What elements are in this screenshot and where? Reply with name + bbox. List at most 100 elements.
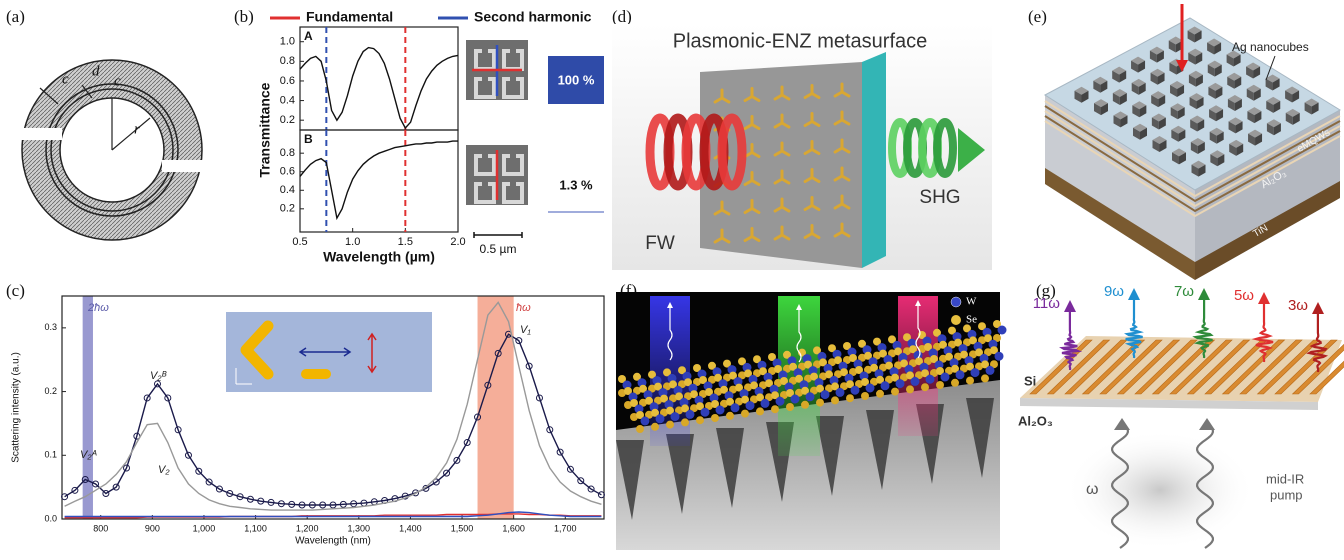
symbol: d [92,63,100,79]
se-atom [861,392,869,400]
efficiency-label: 100 % [558,72,595,87]
pulse-head [1258,292,1270,304]
y-tick-label: 0.3 [44,322,57,332]
legend-marker [951,297,961,307]
w-atom [656,414,665,423]
w-atom [806,392,815,401]
x-tick-label: 0.5 [292,236,307,248]
pump-frequency: ω [1086,481,1099,498]
panel-label: (a) [6,7,25,26]
pump-label: pump [1270,487,1303,502]
ring-drawing: c d c r [20,60,204,240]
x-tick-label: 1.0 [345,236,360,248]
panel-title: Plasmonic-ENZ metasurface [673,30,928,52]
y-tick-label: 0.6 [280,166,295,178]
w-atom [836,388,845,397]
y-tick-label: 0.2 [280,114,295,126]
w-atom [926,375,935,384]
band [83,296,93,519]
w-atom [896,379,905,388]
series-line [300,48,458,128]
x-tick-label: 1,000 [193,523,216,533]
x-tick-label: 1,100 [244,523,267,533]
w-atom [851,386,860,395]
w-atom [941,373,950,382]
se-atom [741,410,749,418]
se-atom [636,425,644,433]
y-tick-label: 1.0 [280,36,295,48]
panel-b-extras: 100 % 1.3 % 0.5 µm [466,40,604,256]
w-atom [641,417,650,426]
se-atom [801,401,809,409]
se-atom [756,407,764,415]
w-atom [998,326,1007,335]
w-atom [776,397,785,406]
se-atom [651,423,659,431]
x-tick-label: 1,700 [554,523,577,533]
pulse-head [1128,288,1140,300]
w-atom [761,399,770,408]
y-tick-label: 0.0 [44,513,57,523]
y-tick-label: 0.4 [280,94,295,106]
pump-head [1114,418,1130,430]
x-tick-label: 1,500 [451,523,474,533]
page: Composite figure {"chart_data": [ {"type… [0,0,1344,560]
panel-label: (c) [6,281,25,300]
x-axis-label: Wavelength (nm) [295,536,371,547]
figure: (a) (b) (c) (d) (e) (f) (g) c d c r 100 … [0,0,1344,560]
se-atom [666,421,674,429]
plot-frame [300,27,458,130]
w-atom [686,410,695,419]
legend-label: Fundamental [306,9,393,25]
y-axis-label: Scattering intensity (a.u.) [11,352,22,463]
harmonic-label: 11ω [1033,295,1061,312]
x-tick-label: 1,200 [296,523,319,533]
se-atom [786,403,794,411]
efficiency-label: 1.3 % [559,177,593,192]
pump-head [1199,418,1215,430]
panel-f: W Se [616,292,1007,550]
annotation: V₁ [520,324,531,336]
y-tick-label: 0.2 [280,203,295,215]
legend-label: Second harmonic [474,9,592,25]
panel-label: (e) [1028,7,1047,26]
w-atom [746,401,755,410]
legend-marker [951,315,961,325]
annotation: V₂ᴮ [150,370,168,382]
x-tick-label: 800 [93,523,108,533]
w-atom [986,366,995,375]
x-tick-label: 900 [145,523,160,533]
y-tick-label: 0.8 [280,55,295,67]
se-atom [816,399,824,407]
annotation: ħω [516,302,531,314]
beam-label: SHG [919,187,960,208]
harmonic-label: 7ω [1174,283,1194,300]
subplot-title: A [304,29,313,43]
pulse-head [1312,302,1324,314]
x-tick-label: 2.0 [450,236,465,248]
y-tick-label: 0.1 [44,450,57,460]
se-atom [936,381,944,389]
pulse-head [1198,288,1210,300]
layer-label: Al₂O₃ [1018,413,1053,428]
se-atom [891,388,899,396]
y-tick-label: 0.4 [280,184,295,196]
panel-c-inset [226,312,432,392]
label: Ag nanocubes [1232,40,1309,54]
se-atom [951,379,959,387]
slab-side [862,52,886,268]
se-atom [771,405,779,413]
subplot-title: B [304,132,313,146]
band [478,296,514,519]
symbol: c [62,71,69,87]
w-atom [731,403,740,412]
se-atom [966,377,974,385]
w-atom [701,408,710,417]
annotation: 2ħω [87,302,109,314]
panel-label: (d) [612,7,632,26]
scale-bar-label: 0.5 µm [480,242,517,256]
gap [20,128,62,140]
se-atom [831,396,839,404]
y-tick-label: 0.6 [280,75,295,87]
w-atom [971,368,980,377]
